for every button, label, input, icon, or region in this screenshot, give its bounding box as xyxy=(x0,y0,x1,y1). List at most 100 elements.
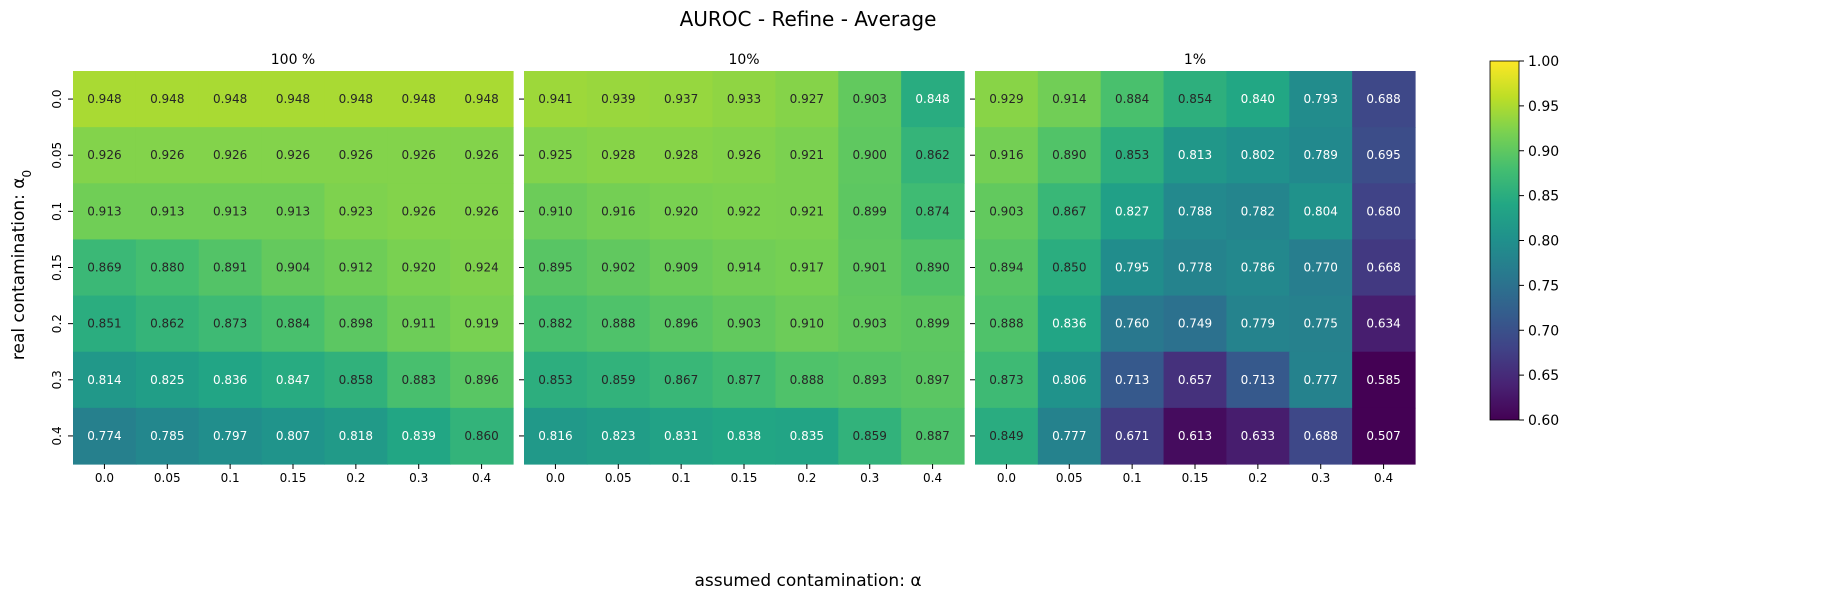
cell-value-label: 0.874 xyxy=(915,204,949,218)
heatmap-cell xyxy=(1163,407,1228,465)
y-tick-label: 0.1 xyxy=(50,202,64,221)
cell-value-label: 0.785 xyxy=(150,429,184,443)
cell-value-label: 0.897 xyxy=(915,373,949,387)
heatmap-cell xyxy=(524,183,588,241)
cell-value-label: 0.916 xyxy=(601,204,635,218)
cell-value-label: 0.909 xyxy=(664,261,698,275)
cell-value-label: 0.507 xyxy=(1366,429,1400,443)
heatmap-cell xyxy=(1289,71,1353,128)
colorbar: 0.60 0.65 0.70 0.75 0.80 0.85 0.90 0.95 1.00 xyxy=(1489,54,1559,429)
heatmap-cell xyxy=(524,127,588,184)
x-tick-label: 0.0 xyxy=(95,471,114,485)
colorbar-tick-label: 0.75 xyxy=(1528,278,1559,294)
cell-value-label: 0.695 xyxy=(1366,148,1400,162)
cell-value-label: 0.634 xyxy=(1366,317,1400,331)
cell-value-label: 0.926 xyxy=(276,148,310,162)
heatmap-cell xyxy=(1163,351,1228,409)
heatmap-cell xyxy=(975,407,1039,465)
cell-value-label: 0.903 xyxy=(853,92,887,106)
cell-value-label: 0.903 xyxy=(727,317,761,331)
colorbar-tick-label: 1.00 xyxy=(1528,54,1559,70)
cell-value-label: 0.896 xyxy=(464,373,498,387)
heatmap-cell xyxy=(1163,183,1228,241)
x-tick-label: 0.4 xyxy=(923,471,942,485)
cell-value-label: 0.888 xyxy=(601,317,635,331)
heatmap-cell xyxy=(73,295,137,353)
cell-value-label: 0.854 xyxy=(1178,92,1212,106)
heatmap-cell xyxy=(135,351,200,409)
cell-value-label: 0.775 xyxy=(1304,317,1338,331)
cell-value-label: 0.657 xyxy=(1178,373,1212,387)
heatmap-panel: 1% 0.929 0.914 0.884 0.854 0.840 0.793 0.688 0.9… xyxy=(970,52,1416,485)
heatmap-cell xyxy=(1037,407,1102,465)
cell-value-label: 0.900 xyxy=(853,148,887,162)
panels-layer: 100 % 0.948 0.948 0.948 0.948 0.948 0.948 0.948… xyxy=(50,52,1416,485)
chart-title: AUROC - Refine - Average xyxy=(680,7,937,31)
cell-value-label: 0.890 xyxy=(915,261,949,275)
cell-value-label: 0.880 xyxy=(150,261,184,275)
cell-value-label: 0.793 xyxy=(1304,92,1338,106)
heatmap-cell xyxy=(1037,127,1102,184)
panel-title: 10% xyxy=(728,52,759,68)
cell-value-label: 0.899 xyxy=(853,204,887,218)
cell-value-label: 0.859 xyxy=(601,373,635,387)
cell-value-label: 0.814 xyxy=(87,373,121,387)
heatmap-cell xyxy=(450,295,514,353)
cell-value-label: 0.926 xyxy=(464,148,498,162)
heatmap-cell xyxy=(901,183,965,241)
heatmap-cell xyxy=(198,407,263,465)
cell-value-label: 0.891 xyxy=(213,261,247,275)
cell-value-label: 0.928 xyxy=(664,148,698,162)
heatmap-cell xyxy=(261,351,326,409)
cell-value-label: 0.910 xyxy=(538,204,572,218)
x-tick-label: 0.2 xyxy=(1248,471,1267,485)
heatmap-cell xyxy=(1289,407,1353,465)
heatmap-cell xyxy=(73,127,137,184)
heatmap-cell xyxy=(838,407,902,465)
cell-value-label: 0.835 xyxy=(790,429,824,443)
heatmap-cell xyxy=(73,407,137,465)
cell-value-label: 0.926 xyxy=(402,204,436,218)
x-tick-label: 0.3 xyxy=(860,471,879,485)
cell-value-label: 0.901 xyxy=(853,261,887,275)
heatmap-cell xyxy=(324,295,388,353)
heatmap-cell xyxy=(1352,127,1416,184)
cell-value-label: 0.926 xyxy=(464,204,498,218)
cell-value-label: 0.850 xyxy=(1052,261,1086,275)
cell-value-label: 0.795 xyxy=(1115,261,1149,275)
heatmap-cell xyxy=(73,351,137,409)
cell-value-label: 0.887 xyxy=(915,429,949,443)
cell-value-label: 0.920 xyxy=(664,204,698,218)
cell-value-label: 0.884 xyxy=(276,317,310,331)
heatmap-cell xyxy=(1037,71,1102,128)
heatmap-cell xyxy=(1226,407,1290,465)
cell-value-label: 0.688 xyxy=(1366,92,1400,106)
heatmap-cell xyxy=(1163,127,1228,184)
heatmap-cell xyxy=(1352,351,1416,409)
cell-value-label: 0.933 xyxy=(727,92,761,106)
heatmap-cell xyxy=(901,351,965,409)
cell-value-label: 0.948 xyxy=(213,92,247,106)
heatmap-cell xyxy=(838,71,902,128)
heatmap-cell xyxy=(73,183,137,241)
heatmap-cell xyxy=(712,183,777,241)
heatmap-cell xyxy=(649,295,714,353)
heatmap-cell xyxy=(135,239,200,297)
heatmap-cell xyxy=(198,183,263,241)
heatmap-cell xyxy=(524,407,588,465)
cell-value-label: 0.910 xyxy=(790,317,824,331)
cell-value-label: 0.825 xyxy=(150,373,184,387)
cell-value-label: 0.869 xyxy=(87,261,121,275)
cell-value-label: 0.883 xyxy=(402,373,436,387)
heatmap-cell xyxy=(387,351,451,409)
cell-value-label: 0.920 xyxy=(402,261,436,275)
heatmap-cell xyxy=(1100,295,1165,353)
heatmap-cell xyxy=(73,239,137,297)
cell-value-label: 0.847 xyxy=(276,373,310,387)
cell-value-label: 0.877 xyxy=(727,373,761,387)
heatmap-cell xyxy=(261,295,326,353)
cell-value-label: 0.818 xyxy=(339,429,373,443)
heatmap-cell xyxy=(1037,295,1102,353)
cell-value-label: 0.633 xyxy=(1241,429,1275,443)
cell-value-label: 0.777 xyxy=(1304,373,1338,387)
